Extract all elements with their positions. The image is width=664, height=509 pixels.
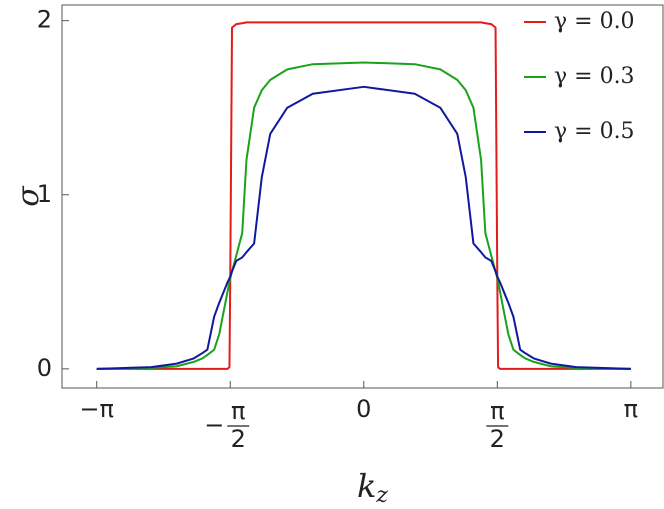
x-axis-label: kz (357, 467, 388, 506)
x-tick-label-den: 2 (490, 425, 505, 453)
legend-label: γ = 0.5 (554, 119, 635, 144)
legend-label: γ = 0.0 (554, 9, 635, 34)
y-tick-label: 2 (37, 6, 52, 34)
plot-frame (61, 4, 664, 389)
y-axis-label: σ (11, 185, 46, 207)
x-tick-label-num: π (490, 397, 504, 425)
legend-label: γ = 0.3 (554, 64, 635, 89)
y-tick-label: 0 (37, 354, 52, 382)
x-tick-label-den: 2 (231, 425, 246, 453)
x-tick-label: −π/2−π2 (204, 397, 250, 453)
x-tick-label: π (624, 395, 638, 423)
x-tick-label: π/2π2 (486, 397, 509, 453)
line-series (96, 21, 631, 370)
x-tick-label: −π (79, 395, 114, 423)
line-series (96, 85, 631, 370)
line-series (96, 61, 631, 370)
x-tick-label-num: π (231, 397, 245, 425)
x-tick-label-sign: − (204, 411, 224, 439)
x-tick-label: 0 (356, 395, 371, 423)
y-tick-label: 1 (37, 180, 52, 208)
